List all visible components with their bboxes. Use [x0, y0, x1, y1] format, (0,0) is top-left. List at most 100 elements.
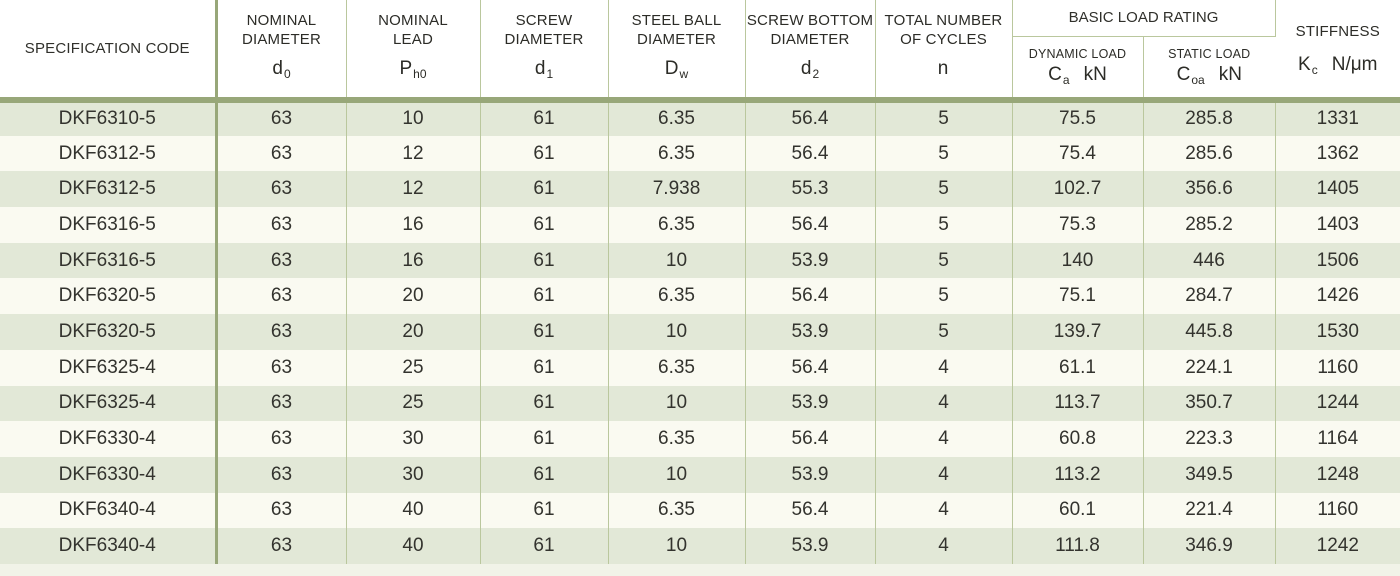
table-row: DKF6320-5 63 20 61 10 53.9 5 139.7 445.8…	[0, 314, 1400, 350]
table-row: DKF6330-4 63 30 61 6.35 56.4 4 60.8 223.…	[0, 421, 1400, 457]
header-screw-bottom-diameter: SCREW BOTTOM DIAMETER d2	[745, 0, 876, 103]
data-cell: 5	[875, 207, 1013, 243]
table-row: DKF6320-5 63 20 61 6.35 56.4 5 75.1 284.…	[0, 278, 1400, 315]
header-label: STATIC LOAD	[1168, 46, 1251, 61]
table-body: DKF6310-5 63 10 61 6.35 56.4 5 75.5 285.…	[0, 100, 1400, 564]
spec-code-cell: DKF6340-4	[0, 528, 218, 564]
data-cell: 223.3	[1143, 421, 1276, 457]
header-symbol: Ph0	[399, 58, 427, 82]
table-row: DKF6325-4 63 25 61 6.35 56.4 4 61.1 224.…	[0, 349, 1400, 386]
data-cell: 61	[480, 207, 609, 243]
data-cell: 63	[216, 207, 347, 243]
spec-code-cell: DKF6340-4	[0, 492, 218, 529]
data-cell: 1530	[1275, 314, 1400, 350]
spec-code-cell: DKF6316-5	[0, 242, 218, 279]
data-cell: 10	[608, 385, 746, 422]
header-basic-load-rating: BASIC LOAD RATING	[1012, 0, 1276, 37]
data-cell: 6.35	[608, 207, 746, 243]
data-cell: 4	[875, 421, 1013, 457]
data-cell: 224.1	[1143, 349, 1276, 386]
header-label: NOMINAL DIAMETER	[241, 12, 322, 49]
data-cell: 10	[608, 242, 746, 279]
spec-code-cell: DKF6312-5	[0, 171, 218, 208]
data-cell: 63	[216, 385, 347, 422]
data-cell: 446	[1143, 242, 1276, 279]
data-cell: 1426	[1275, 278, 1400, 315]
data-cell: 1403	[1275, 207, 1400, 243]
header-symbol: d1	[534, 58, 554, 82]
header-stiffness: STIFFNESS Kc N/μm	[1275, 0, 1400, 103]
data-cell: 221.4	[1143, 492, 1276, 529]
header-symbol: Kc N/μm	[1298, 54, 1378, 78]
header-symbol: Dw	[664, 58, 689, 82]
data-cell: 61	[480, 421, 609, 457]
data-cell: 61.1	[1012, 349, 1144, 386]
data-cell: 5	[875, 314, 1013, 350]
data-cell: 6.35	[608, 492, 746, 529]
data-cell: 63	[216, 278, 347, 315]
header-symbol: d0	[272, 58, 291, 82]
data-cell: 4	[875, 492, 1013, 529]
header-screw-diameter: SCREW DIAMETER d1	[480, 0, 609, 103]
data-cell: 1405	[1275, 171, 1400, 208]
table-row: DKF6316-5 63 16 61 6.35 56.4 5 75.3 285.…	[0, 207, 1400, 243]
data-cell: 12	[346, 135, 481, 172]
table-row: DKF6312-5 63 12 61 6.35 56.4 5 75.4 285.…	[0, 135, 1400, 172]
data-cell: 350.7	[1143, 385, 1276, 422]
data-cell: 4	[875, 528, 1013, 564]
data-cell: 10	[608, 528, 746, 564]
data-cell: 63	[216, 421, 347, 457]
data-cell: 63	[216, 242, 347, 279]
data-cell: 6.35	[608, 421, 746, 457]
data-cell: 140	[1012, 242, 1144, 279]
data-cell: 30	[346, 456, 481, 493]
data-cell: 53.9	[745, 528, 876, 564]
data-cell: 53.9	[745, 314, 876, 350]
data-cell: 61	[480, 314, 609, 350]
header-nominal-lead: NOMINAL LEAD Ph0	[346, 0, 481, 103]
data-cell: 12	[346, 171, 481, 208]
data-cell: 53.9	[745, 385, 876, 422]
data-cell: 4	[875, 456, 1013, 493]
header-specification-code: SPECIFICATION CODE	[0, 0, 218, 103]
data-cell: 7.938	[608, 171, 746, 208]
data-cell: 75.5	[1012, 100, 1144, 136]
header-label: SCREW BOTTOM DIAMETER	[746, 12, 874, 49]
data-cell: 75.3	[1012, 207, 1144, 243]
data-cell: 61	[480, 100, 609, 136]
data-cell: 285.8	[1143, 100, 1276, 136]
data-cell: 61	[480, 528, 609, 564]
data-cell: 5	[875, 278, 1013, 315]
data-cell: 1331	[1275, 100, 1400, 136]
data-cell: 5	[875, 242, 1013, 279]
header-static-load: STATIC LOAD Coa kN	[1143, 36, 1276, 103]
data-cell: 61	[480, 135, 609, 172]
data-cell: 5	[875, 100, 1013, 136]
data-cell: 61	[480, 349, 609, 386]
data-cell: 346.9	[1143, 528, 1276, 564]
data-cell: 111.8	[1012, 528, 1144, 564]
data-cell: 6.35	[608, 349, 746, 386]
data-cell: 60.8	[1012, 421, 1144, 457]
table-header: SPECIFICATION CODE NOMINAL DIAMETER d0 NO…	[0, 0, 1400, 103]
data-cell: 75.4	[1012, 135, 1144, 172]
header-specification-code-label: SPECIFICATION CODE	[24, 40, 190, 57]
data-cell: 1164	[1275, 421, 1400, 457]
data-cell: 63	[216, 135, 347, 172]
data-cell: 284.7	[1143, 278, 1276, 315]
table-row: DKF6310-5 63 10 61 6.35 56.4 5 75.5 285.…	[0, 100, 1400, 136]
table-row: DKF6340-4 63 40 61 6.35 56.4 4 60.1 221.…	[0, 492, 1400, 529]
header-symbol: Coa kN	[1176, 63, 1242, 87]
data-cell: 61	[480, 171, 609, 208]
specification-table: SPECIFICATION CODE NOMINAL DIAMETER d0 NO…	[0, 0, 1400, 564]
data-cell: 1160	[1275, 349, 1400, 386]
data-cell: 55.3	[745, 171, 876, 208]
spec-code-cell: DKF6325-4	[0, 349, 218, 386]
table-row: DKF6325-4 63 25 61 10 53.9 4 113.7 350.7…	[0, 385, 1400, 422]
data-cell: 40	[346, 492, 481, 529]
header-label: TOTAL NUMBER OF CYCLES	[884, 12, 1003, 49]
spec-code-cell: DKF6330-4	[0, 456, 218, 493]
data-cell: 63	[216, 100, 347, 136]
header-label: STIFFNESS	[1295, 22, 1380, 40]
data-cell: 5	[875, 171, 1013, 208]
